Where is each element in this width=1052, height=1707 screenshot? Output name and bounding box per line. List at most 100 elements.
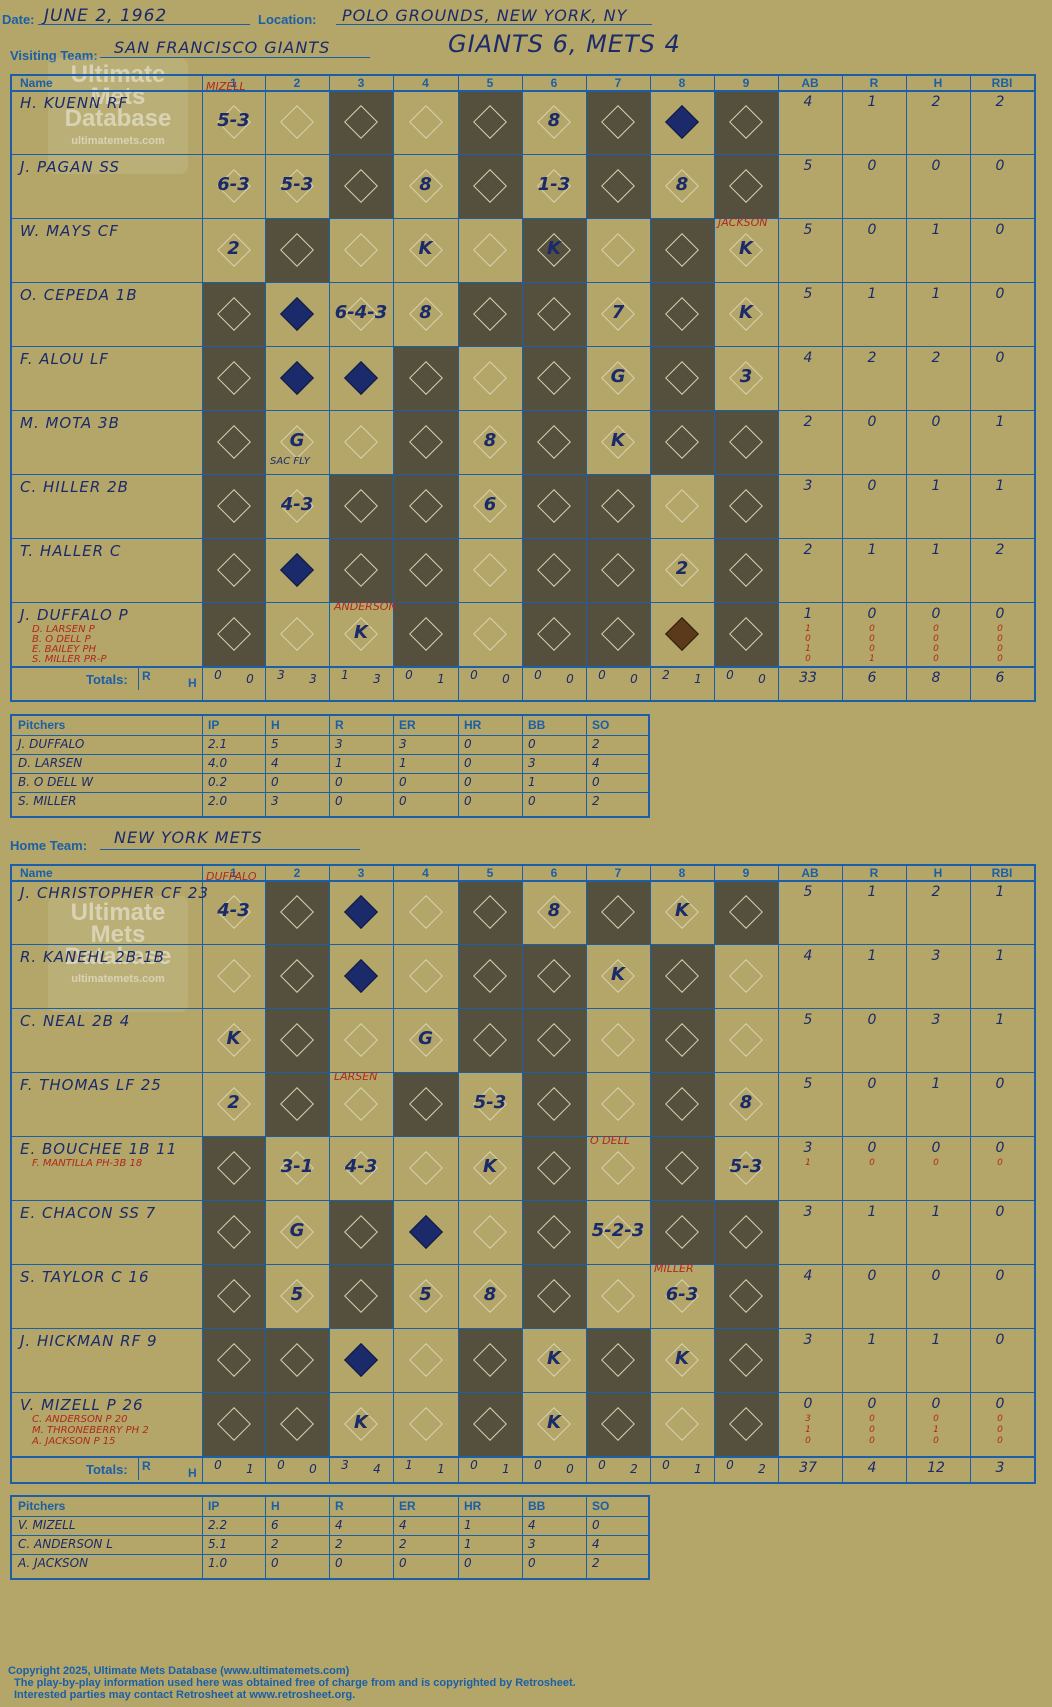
batter-name: J. PAGAN SS (20, 158, 120, 176)
pitch-header-r: R (335, 718, 344, 732)
shaded-cell (458, 282, 522, 346)
batter-h: 2 (931, 350, 941, 366)
grid-vline (778, 76, 779, 700)
shaded-cell (522, 944, 586, 1008)
inning-runs: 0 (598, 668, 606, 682)
pitcher-stat: 2.0 (208, 794, 228, 808)
grid-vline (265, 76, 266, 700)
shaded-cell (522, 538, 586, 602)
inning-hits: 3 (309, 672, 317, 686)
batter-ab: 0 (803, 1396, 813, 1412)
play-result: 4-3 (217, 900, 250, 921)
sub-stat: 0 (869, 1425, 875, 1435)
pitch-vline (393, 1497, 394, 1578)
sub-stat: 0 (997, 624, 1003, 634)
grid-hline (12, 1328, 1034, 1329)
pitcher-stat: 4 (271, 756, 279, 770)
pitcher-row: S. MILLER 2.0 3 0 0 0 0 2 (12, 792, 648, 812)
batter-h: 1 (931, 1332, 941, 1348)
base-diamond (408, 1151, 443, 1185)
batter-name: O. CEPEDA 1B (20, 286, 138, 304)
inning-hits: 2 (758, 1462, 766, 1476)
base-diamond (408, 105, 443, 139)
inning-hits: 3 (373, 672, 381, 686)
batter-h: 1 (931, 222, 941, 238)
shaded-cell (714, 602, 778, 666)
column-header: Name 1 2 3 4 5 6 7 8 9 AB R H RBI (12, 76, 1034, 92)
play-result: 5-3 (280, 174, 314, 195)
shaded-cell (202, 602, 265, 666)
shaded-cell (714, 410, 778, 474)
pitcher-stat: 0 (335, 794, 343, 808)
play-result: G (610, 366, 626, 387)
play-result: 5-2-3 (591, 1220, 645, 1241)
totals-h-label: H (188, 676, 197, 690)
batter-r: 0 (867, 1076, 877, 1092)
pitcher-row: A. JACKSON 1.0 0 0 0 0 0 2 (12, 1554, 648, 1574)
play-result: K (226, 1028, 241, 1049)
base-diamond (601, 1023, 635, 1057)
batter-r: 0 (867, 414, 877, 430)
pitcher-stat: 3 (271, 794, 279, 808)
totals-vline (586, 1458, 587, 1480)
batter-rbi: 1 (995, 1012, 1005, 1028)
pitch-vline (522, 716, 523, 816)
inning-runs: 1 (405, 1458, 413, 1472)
batter-ab: 2 (803, 542, 813, 558)
shaded-cell (522, 1008, 586, 1072)
base-diamond (344, 361, 378, 395)
play-result: K (611, 964, 625, 985)
play-result: K (547, 1412, 561, 1433)
totals-vline (202, 1458, 203, 1480)
total-r: 4 (867, 1460, 877, 1476)
totals-vline (393, 1458, 394, 1480)
inning-runs: 0 (534, 1458, 542, 1472)
batter-name: T. HALLER C (20, 542, 122, 560)
column-header-8: 8 (678, 76, 686, 90)
pitcher-stat: 1 (464, 1518, 472, 1532)
shaded-cell (458, 880, 522, 944)
pitch-vline (586, 1497, 587, 1578)
totals-vline (265, 668, 266, 690)
shaded-cell (202, 1200, 265, 1264)
totals-vline (714, 668, 715, 690)
shaded-cell (586, 90, 650, 154)
column-header-8: 8 (678, 866, 686, 880)
batter-ab: 5 (803, 884, 813, 900)
pitch-header-h: H (271, 1499, 280, 1513)
sub-stat: 0 (869, 644, 875, 654)
batter-h: 1 (931, 1076, 941, 1092)
pitcher-change-note: ANDERSON (334, 600, 397, 613)
shaded-cell (586, 1392, 650, 1456)
play-result: G (418, 1028, 433, 1049)
batter-name: H. KUENN RF (20, 94, 129, 112)
shaded-cell (522, 474, 586, 538)
base-diamond (344, 1023, 378, 1057)
batter-r: 0 (867, 1268, 877, 1284)
shaded-cell (650, 346, 714, 410)
grid-vline (970, 76, 971, 700)
sub-name: M. THRONEBERRY PH 2 (32, 1425, 149, 1436)
base-diamond (280, 361, 314, 395)
play-result: 5-3 (217, 110, 250, 131)
base-diamond (408, 959, 443, 993)
base-diamond (601, 233, 635, 267)
shaded-cell (586, 474, 650, 538)
column-header-7: 7 (614, 866, 622, 880)
pitcher-stat: 4 (528, 1518, 536, 1532)
pitcher-stat: 0 (464, 1556, 472, 1570)
shaded-cell (393, 346, 458, 410)
batter-r: 1 (867, 1204, 877, 1220)
pitcher-change-note: MIZELL (206, 80, 246, 93)
grid-vline (650, 866, 651, 1482)
grid-hline (12, 282, 1034, 283)
column-header-rbi: RBI (991, 866, 1013, 880)
shaded-cell (265, 944, 329, 1008)
grid-vline (906, 76, 907, 700)
column-header-r: R (869, 866, 879, 880)
grid-vline (650, 76, 651, 700)
shaded-cell (458, 944, 522, 1008)
pitcher-name: V. MIZELL (18, 1518, 76, 1532)
batter-h: 0 (931, 158, 941, 174)
batter-rbi: 0 (995, 606, 1005, 622)
